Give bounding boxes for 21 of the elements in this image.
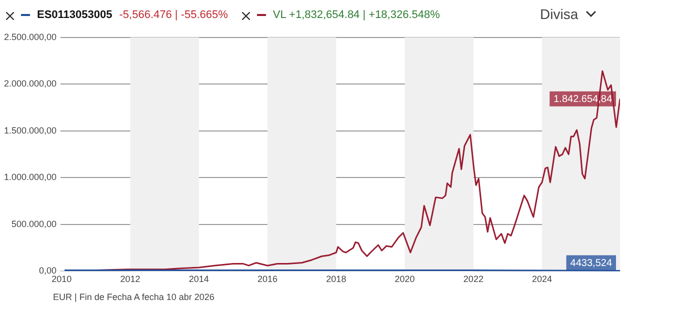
text: Divisa xyxy=(540,6,578,22)
y-tick-label: 500.000,00 xyxy=(12,218,57,229)
x-tick-label: 2020 xyxy=(394,274,415,284)
legend-label: ES0113053005 xyxy=(37,9,112,21)
text: EUR | Fin de Fecha A fecha 10 abr 2026 xyxy=(53,292,214,302)
annotation: 4433,524 xyxy=(570,258,612,269)
x-tick-label: 2024 xyxy=(532,274,552,284)
text: VL +1,832,654.84 | +18,326.548% xyxy=(272,9,440,21)
y-tick-label: 1.000.000,00 xyxy=(4,172,57,182)
y-tick-label: 0,00 xyxy=(39,266,57,276)
y-tick-label: 2.000.000,00 xyxy=(4,78,57,89)
x-tick-label: 2022 xyxy=(463,274,484,284)
x-tick-label: 2016 xyxy=(258,274,278,284)
text: -5,566.476 | -55.665% xyxy=(119,9,228,21)
y-tick-label: 1.500.000,00 xyxy=(4,125,57,136)
annotation: 1.842.654,84 xyxy=(554,94,612,106)
x-tick-label: 2010 xyxy=(52,274,72,284)
y-tick-label: 2.500.000,00 xyxy=(4,32,57,42)
x-tick-label: 2012 xyxy=(120,274,140,284)
x-tick-label: 2014 xyxy=(188,274,209,284)
x-tick-label: 2018 xyxy=(326,274,346,284)
